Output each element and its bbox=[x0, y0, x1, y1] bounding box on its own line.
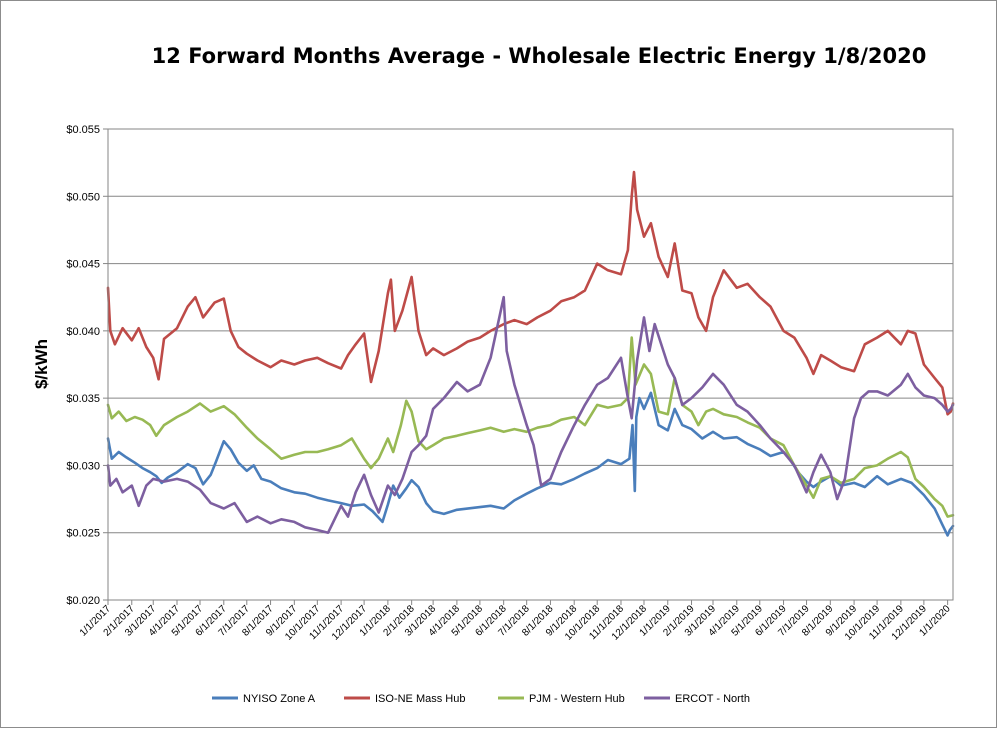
y-tick-label: $0.035 bbox=[66, 393, 100, 405]
legend-label: NYISO Zone A bbox=[243, 693, 316, 705]
chart-title: 12 Forward Months Average - Wholesale El… bbox=[152, 44, 927, 68]
plot-area-border bbox=[107, 128, 954, 601]
y-tick-label: $0.045 bbox=[66, 259, 100, 271]
y-axis-ticks: $0.020 $0.025 $0.030 $0.035 $0.040 $0.045 $0.0… bbox=[66, 124, 108, 607]
y-tick-label: $0.030 bbox=[66, 460, 100, 472]
y-axis-label: $/kWh bbox=[32, 339, 51, 389]
legend-label: PJM - Western Hub bbox=[529, 693, 625, 705]
series-line bbox=[106, 170, 955, 416]
y-tick-label: $0.050 bbox=[66, 191, 100, 203]
legend: NYISO Zone A ISO-NE Mass Hub PJM - Western… bbox=[212, 693, 750, 705]
y-tick-label: $0.055 bbox=[66, 124, 100, 136]
x-axis-ticks: 1/1/20172/1/20173/1/20174/1/20175/1/2017… bbox=[78, 600, 953, 643]
legend-label: ISO-NE Mass Hub bbox=[375, 693, 465, 705]
y-tick-label: $0.025 bbox=[66, 528, 100, 540]
series-lines bbox=[106, 170, 955, 537]
legend-label: ERCOT - North bbox=[675, 693, 750, 705]
y-tick-label: $0.040 bbox=[66, 326, 100, 338]
gridlines bbox=[108, 128, 953, 601]
series-line bbox=[106, 336, 955, 518]
y-tick-label: $0.020 bbox=[66, 595, 100, 607]
series-line bbox=[106, 295, 955, 535]
